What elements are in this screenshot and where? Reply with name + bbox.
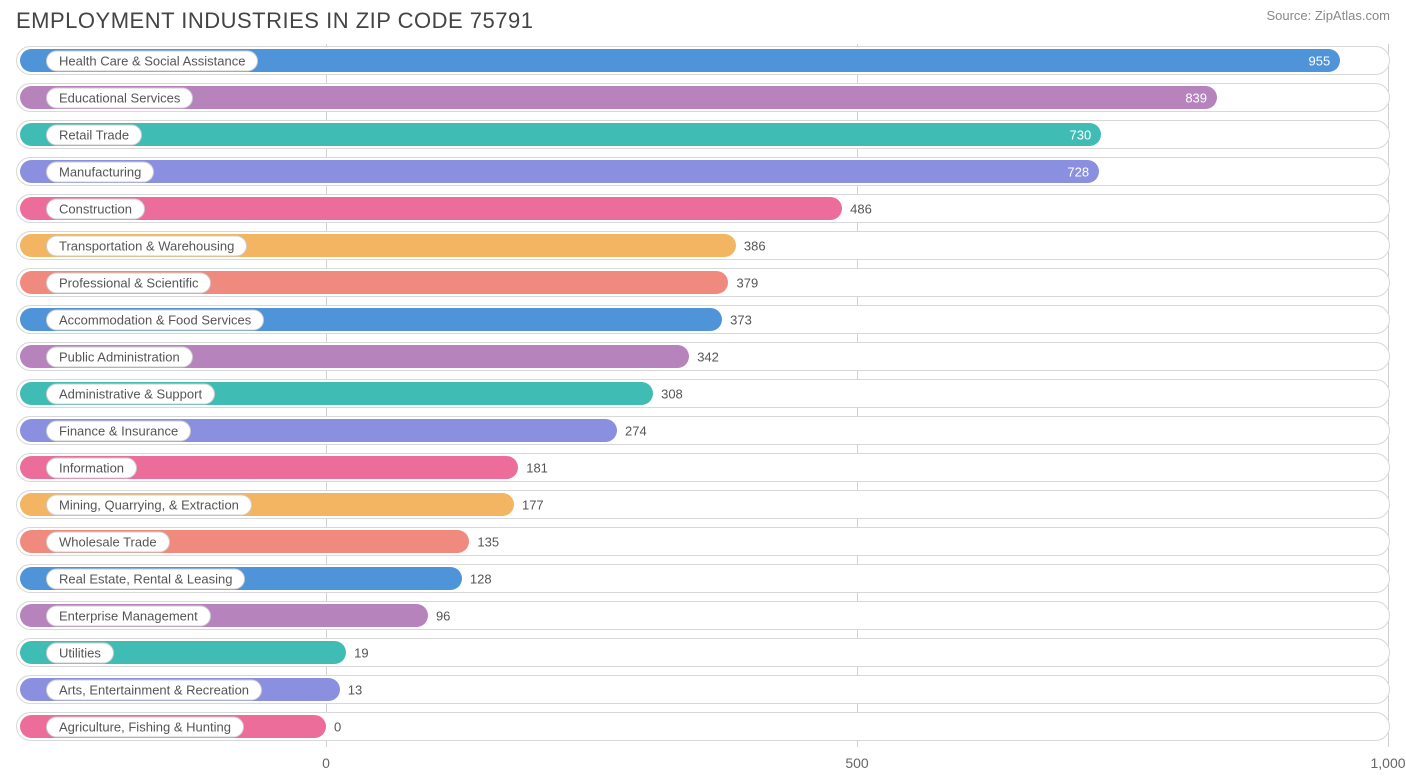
bar-row: Public Administration 342 [16, 340, 1390, 373]
bar-row: Educational Services 839 [16, 81, 1390, 114]
bar-value-label: 135 [477, 534, 499, 549]
bar-category-label: Enterprise Management [46, 605, 211, 626]
bar-row: Construction 486 [16, 192, 1390, 225]
bar-row: Agriculture, Fishing & Hunting 0 [16, 710, 1390, 743]
bar-category-label: Finance & Insurance [46, 420, 191, 441]
bar-row: Mining, Quarrying, & Extraction 177 [16, 488, 1390, 521]
bar-value-label: 486 [850, 201, 872, 216]
bar-category-label: Manufacturing [46, 161, 154, 182]
bar-row: Information 181 [16, 451, 1390, 484]
bar-row: Administrative & Support 308 [16, 377, 1390, 410]
bar-row: Manufacturing 728 [16, 155, 1390, 188]
bar-value-label: 955 [1290, 53, 1330, 68]
bar-row: Retail Trade 730 [16, 118, 1390, 151]
bar-value-label: 730 [1051, 127, 1091, 142]
axis-tick-label: 1,000 [1370, 755, 1405, 771]
bar-category-label: Administrative & Support [46, 383, 215, 404]
bar-category-label: Arts, Entertainment & Recreation [46, 679, 262, 700]
bar-row: Real Estate, Rental & Leasing 128 [16, 562, 1390, 595]
bar-category-label: Accommodation & Food Services [46, 309, 264, 330]
bar-row: Health Care & Social Assistance 955 [16, 44, 1390, 77]
bar-row: Utilities 19 [16, 636, 1390, 669]
bar-row: Transportation & Warehousing 386 [16, 229, 1390, 262]
bar-category-label: Agriculture, Fishing & Hunting [46, 716, 244, 737]
bar-value-label: 342 [697, 349, 719, 364]
chart-area: Health Care & Social Assistance 955 Educat… [0, 38, 1406, 781]
bar-row: Professional & Scientific 379 [16, 266, 1390, 299]
bar-value-label: 373 [730, 312, 752, 327]
bar-fill [20, 160, 1099, 183]
bars-container: Health Care & Social Assistance 955 Educat… [16, 44, 1390, 747]
axis-tick-label: 500 [845, 755, 868, 771]
bar-value-label: 13 [348, 682, 362, 697]
bar-row: Enterprise Management 96 [16, 599, 1390, 632]
bar-value-label: 181 [526, 460, 548, 475]
bar-category-label: Information [46, 457, 137, 478]
bar-row: Accommodation & Food Services 373 [16, 303, 1390, 336]
bar-row: Wholesale Trade 135 [16, 525, 1390, 558]
bar-category-label: Public Administration [46, 346, 193, 367]
bar-value-label: 379 [736, 275, 758, 290]
chart-header: EMPLOYMENT INDUSTRIES IN ZIP CODE 75791 … [0, 0, 1406, 38]
axis-tick-label: 0 [322, 755, 330, 771]
chart-source: Source: ZipAtlas.com [1266, 8, 1390, 23]
bar-category-label: Mining, Quarrying, & Extraction [46, 494, 252, 515]
bar-category-label: Transportation & Warehousing [46, 235, 247, 256]
bar-category-label: Retail Trade [46, 124, 142, 145]
bar-category-label: Utilities [46, 642, 114, 663]
bar-category-label: Construction [46, 198, 145, 219]
bar-row: Arts, Entertainment & Recreation 13 [16, 673, 1390, 706]
chart-title: EMPLOYMENT INDUSTRIES IN ZIP CODE 75791 [16, 8, 534, 34]
bar-fill [20, 123, 1101, 146]
bar-value-label: 0 [334, 719, 341, 734]
bar-value-label: 839 [1167, 90, 1207, 105]
bar-category-label: Educational Services [46, 87, 193, 108]
bar-value-label: 19 [354, 645, 368, 660]
bar-value-label: 308 [661, 386, 683, 401]
bar-value-label: 274 [625, 423, 647, 438]
bar-value-label: 728 [1049, 164, 1089, 179]
bar-category-label: Health Care & Social Assistance [46, 50, 258, 71]
bar-value-label: 386 [744, 238, 766, 253]
bar-value-label: 128 [470, 571, 492, 586]
bar-category-label: Wholesale Trade [46, 531, 170, 552]
bar-value-label: 177 [522, 497, 544, 512]
bar-category-label: Real Estate, Rental & Leasing [46, 568, 245, 589]
bar-row: Finance & Insurance 274 [16, 414, 1390, 447]
bar-fill [20, 86, 1217, 109]
bar-value-label: 96 [436, 608, 450, 623]
bar-category-label: Professional & Scientific [46, 272, 211, 293]
